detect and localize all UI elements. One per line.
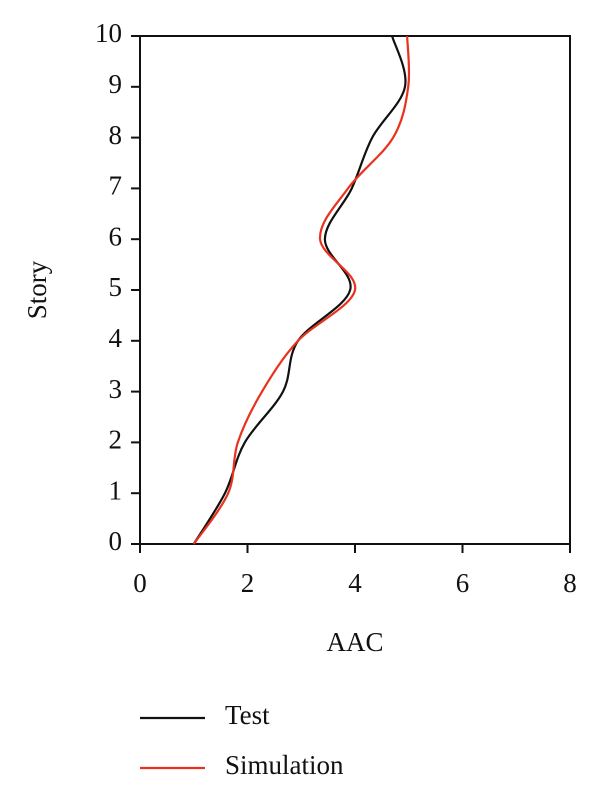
y-tick-label: 7 <box>109 171 123 201</box>
y-tick-label: 4 <box>109 323 123 353</box>
x-axis-label: AAC <box>326 627 383 657</box>
y-tick-label: 6 <box>109 221 123 251</box>
legend-label: Simulation <box>225 750 344 780</box>
y-tick-label: 9 <box>109 69 123 99</box>
x-tick-label: 2 <box>241 568 255 598</box>
y-tick-label: 3 <box>109 374 123 404</box>
y-axis-label: Story <box>22 260 52 319</box>
data-line <box>192 35 407 545</box>
y-tick-label: 1 <box>109 475 123 505</box>
y-tick-label: 5 <box>109 272 123 302</box>
y-tick-label: 8 <box>109 120 123 150</box>
y-tick-label: 2 <box>109 425 123 455</box>
x-tick-label: 6 <box>456 568 470 598</box>
y-tick-label: 10 <box>95 18 122 48</box>
data-line <box>192 35 411 545</box>
legend-label: Test <box>225 700 270 730</box>
x-tick-label: 4 <box>348 568 362 598</box>
x-tick-label: 8 <box>563 568 577 598</box>
x-tick-label: 0 <box>133 568 147 598</box>
y-tick-label: 0 <box>109 526 123 556</box>
